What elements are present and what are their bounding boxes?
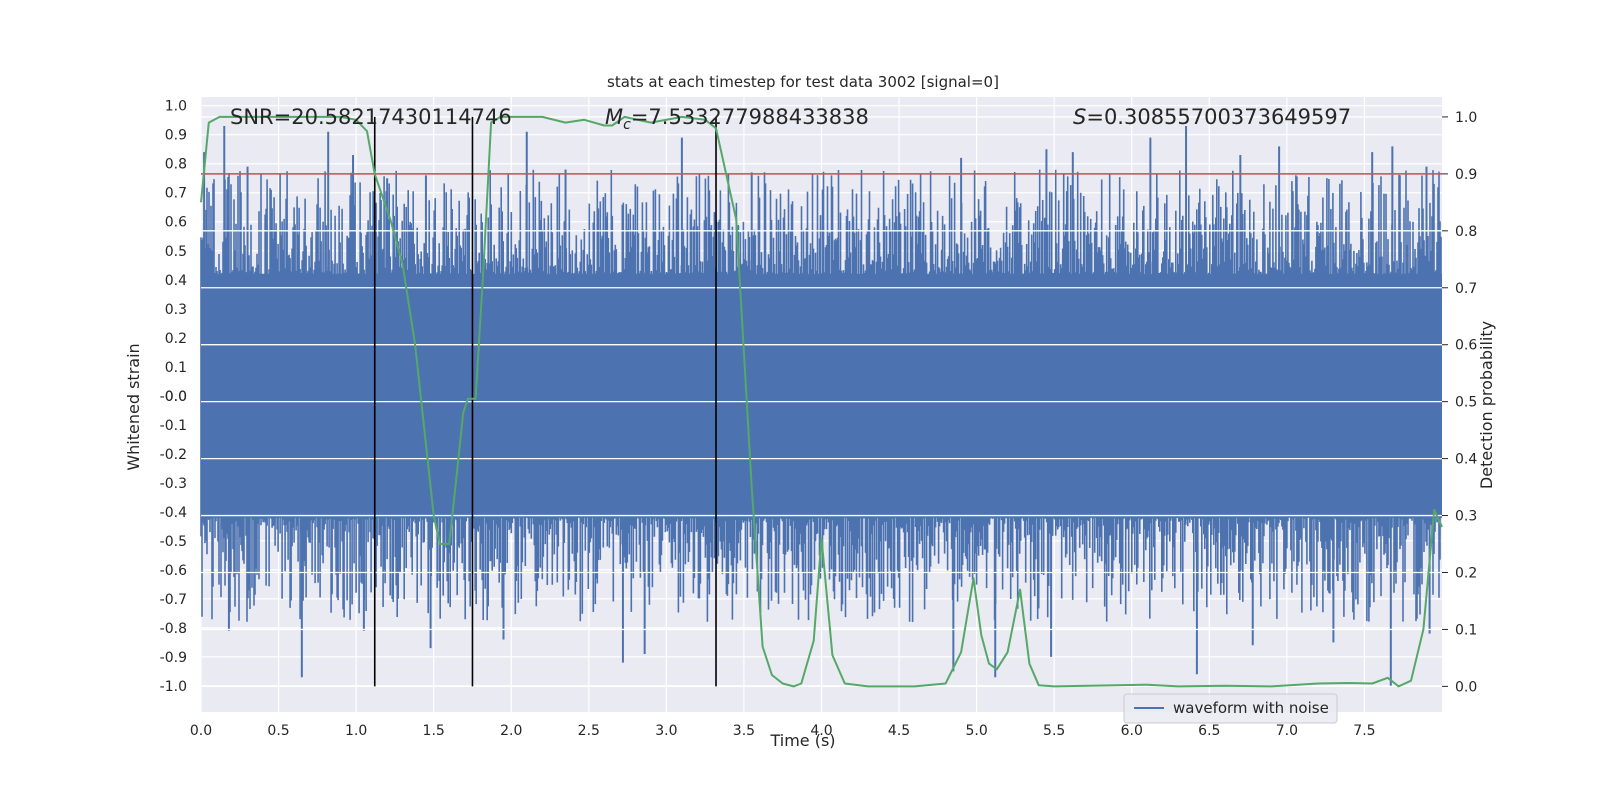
x-tick-label: 1.5 (423, 723, 445, 739)
x-tick-label: 2.5 (578, 723, 600, 739)
probability-layer (200, 115, 1443, 688)
y-axis-label: Whitened strain (124, 343, 143, 470)
y-tick-label: -0.4 (160, 505, 187, 521)
y-tick-label: 1.0 (165, 99, 187, 115)
y-tick-label: -0.0 (160, 389, 187, 405)
chart-title: stats at each timestep for test data 300… (607, 73, 999, 91)
y2-tick-label: 0.1 (1455, 622, 1477, 638)
y2-axis-label: Detection probability (1477, 321, 1496, 489)
y2-axis-ticks: 1.0 0.9 0.8 0.7 0.6 0.5 0.4 0.3 0.2 0.1 0.0 (1442, 110, 1477, 695)
probability-line (200, 115, 1443, 688)
y-tick-label: -1.0 (160, 679, 187, 695)
x-tick-label: 7.0 (1276, 723, 1298, 739)
s-value: =0.30855700373649597 (1086, 105, 1351, 129)
s-symbol: S (1073, 105, 1086, 129)
snr-annotation: SNR=20.58217430114746 (230, 105, 512, 129)
y-tick-label: 0.8 (165, 157, 187, 173)
y-axis-ticks: 1.0 0.9 0.8 0.7 0.6 0.5 0.4 0.3 0.2 0.1 0.0-0.0 -0.… (160, 99, 187, 695)
y-tick-label: 0.5 (165, 244, 187, 260)
x-tick-label: 0.0 (190, 723, 212, 739)
y2-tick-label: 0.2 (1455, 565, 1477, 581)
y2-tick-label: 0.9 (1455, 167, 1477, 183)
x-tick-label: 4.0 (810, 723, 832, 739)
legend-box (1123, 693, 1338, 724)
y-tick-label: 0.3 (165, 302, 187, 318)
x-tick-label: 3.5 (733, 723, 755, 739)
legend-label: waveform with noise (1173, 699, 1329, 717)
waveform-series (200, 126, 1442, 686)
y-tick-label: -0.3 (160, 476, 187, 492)
x-tick-label: 4.5 (888, 723, 910, 739)
chirp-mass-symbol: M (605, 105, 623, 129)
y-tick-label: -0.9 (160, 650, 187, 666)
y-tick-label: -0.1 (160, 418, 187, 434)
x-tick-label: 7.5 (1353, 723, 1375, 739)
y2-tick-label: 0.3 (1455, 509, 1477, 525)
x-tick-label: 3.0 (655, 723, 677, 739)
y-tick-label: -0.7 (160, 592, 187, 608)
y-tick-label: -0.2 (160, 447, 187, 463)
y-tick-label: -0.8 (160, 621, 187, 637)
y-tick-label: 0.2 (165, 331, 187, 347)
x-tick-label: 6.5 (1198, 723, 1220, 739)
y-tick-label: 0.7 (165, 186, 187, 202)
x-axis-label: Time (s) (769, 731, 835, 750)
y-tick-label: 0.0 (165, 389, 187, 405)
x-axis-ticks: 0.0 0.5 1.0 1.5 2.0 2.5 3.0 3.5 4.0 4.5 5.0 5.5 6.0 6… (190, 723, 1376, 739)
y-tick-label: 0.1 (165, 360, 187, 376)
x-tick-label: 5.0 (965, 723, 987, 739)
y2-tick-label: 0.0 (1455, 679, 1477, 695)
y2-tick-label: 0.5 (1455, 395, 1477, 411)
y-tick-label: -0.5 (160, 534, 187, 550)
x-tick-label: 0.5 (267, 723, 289, 739)
y2-tick-label: 1.0 (1455, 110, 1477, 126)
s-annotation: S=0.30855700373649597 (1073, 105, 1351, 129)
chirp-mass-annotation: Mc=7.533277988433838 (605, 105, 869, 133)
x-tick-label: 6.0 (1121, 723, 1143, 739)
x-tick-label: 5.5 (1043, 723, 1065, 739)
chirp-mass-subscript: c (623, 117, 631, 133)
waveform-trace (200, 169, 1442, 622)
y2-tick-label: 0.4 (1455, 452, 1477, 468)
x-tick-label: 2.0 (500, 723, 522, 739)
y-tick-label: 0.6 (165, 215, 187, 231)
event-lines (373, 116, 717, 687)
y-tick-label: -0.6 (160, 563, 187, 579)
y2-tick-label: 0.8 (1455, 224, 1477, 240)
y2-tick-label: 0.7 (1455, 281, 1477, 297)
y-tick-label: 0.9 (165, 128, 187, 144)
chirp-mass-value: =7.533277988433838 (631, 105, 869, 129)
x-tick-label: 1.0 (345, 723, 367, 739)
y2-tick-label: 0.6 (1455, 338, 1477, 354)
y-tick-label: 0.4 (165, 273, 187, 289)
legend: waveform with noise (1123, 693, 1338, 724)
